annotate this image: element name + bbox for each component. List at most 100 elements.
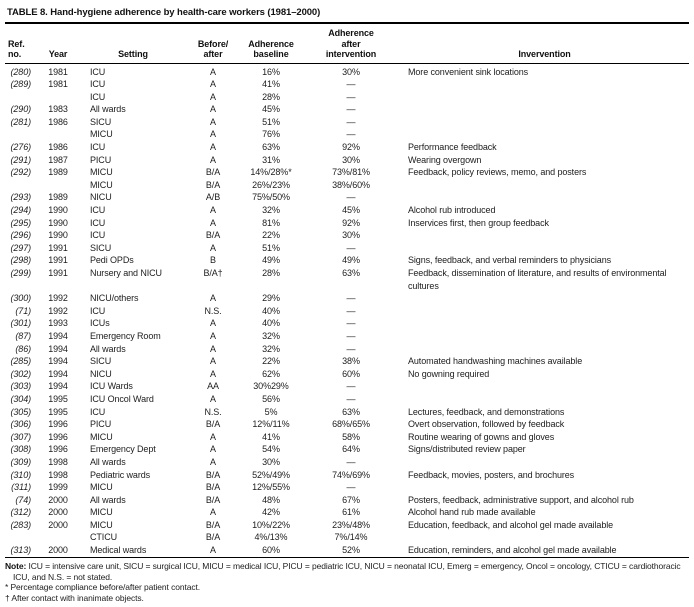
cell-adherence-after-intervention: — [346,305,356,316]
cell-adherence-after-intervention: 63% [342,268,360,278]
cell-year: 2000 [48,519,68,530]
cell-year: 1996 [48,444,68,455]
cell-year: 1981 [48,66,68,77]
col-header-intervention: Invervention [400,24,689,64]
cell-adherence-baseline: 32% [262,330,280,341]
hand-hygiene-table: Ref. no. Year Setting Before/ after Adhe… [5,24,689,558]
cell-year: 1998 [48,469,68,480]
cell-adherence-after-intervention: 58% [342,431,360,442]
cell-intervention: Lectures, feedback, and demonstrations [408,406,565,417]
cell-ref-no: (87) [15,330,31,341]
cell-ref-no [5,91,36,104]
cell-setting: All wards [90,343,126,354]
cell-intervention [400,305,689,318]
cell-before-after: A [210,507,216,518]
table-footer: Note: ICU = intensive care unit, SICU = … [5,558,689,605]
cell-before-after: A [210,142,216,153]
cell-adherence-after-intervention: 30% [342,66,360,77]
cell-adherence-after-intervention: — [346,116,356,127]
cell-adherence-after-intervention: 67% [342,494,360,505]
cell-year: 1994 [48,381,68,392]
cell-before-after: B/A [205,179,221,190]
cell-adherence-after-intervention: — [346,393,356,404]
cell-before-after: A [210,393,216,404]
cell-adherence-after-intervention: 63% [342,406,360,417]
header-row: Ref. no. Year Setting Before/ after Adhe… [5,24,689,64]
cell-ref-no: (289) [10,79,31,90]
cell-intervention: Alcohol rub introduced [408,205,496,216]
table-row: (308) 1996 Emergency Dept A 54% 64% Sign… [5,443,689,456]
cell-ref-no: (295) [10,217,31,228]
cell-before-after: B/A [205,532,221,543]
cell-intervention [400,116,689,129]
cell-intervention: Wearing overgown [408,154,482,165]
table-row: (281) 1986 SICU A 51% — [5,116,689,129]
cell-intervention [400,456,689,469]
cell-year: 1994 [48,330,68,341]
cell-intervention [400,91,689,104]
cell-adherence-baseline: 51% [262,242,280,253]
table-row: (276) 1986 ICU A 63% 92% Performance fee… [5,141,689,154]
cell-adherence-baseline: 52%/49% [252,469,290,480]
cell-setting: MICU [90,431,113,442]
cell-year: 1992 [48,305,68,316]
table-row: (312) 2000 MICU A 42% 61% Alcohol hand r… [5,506,689,519]
cell-setting: ICU [90,230,106,241]
cell-adherence-after-intervention: 23%/48% [332,519,370,530]
note-line: Note: ICU = intensive care unit, SICU = … [5,561,689,583]
cell-adherence-baseline: 32% [262,343,280,354]
cell-adherence-after-intervention: 38% [342,356,360,367]
cell-adherence-baseline: 56% [262,393,280,404]
cell-setting: All wards [90,456,126,467]
cell-before-after: N.S. [204,406,222,417]
cell-setting: ICU [90,66,106,77]
cell-adherence-after-intervention: — [346,79,356,90]
cell-ref-no: (310) [10,469,31,480]
cell-setting: NICU [90,368,112,379]
table-row: (313) 2000 Medical wards A 60% 52% Educa… [5,544,689,557]
cell-adherence-baseline: 32% [262,205,280,216]
table-row: (293) 1989 NICU A/B 75%/50% — [5,191,689,204]
footnote-dagger: † After contact with inanimate objects. [5,593,144,604]
cell-adherence-baseline: 10%/22% [252,519,290,530]
cell-year [36,128,80,141]
cell-ref-no: (276) [10,142,31,153]
table-row: (294) 1990 ICU A 32% 45% Alcohol rub int… [5,204,689,217]
cell-ref-no: (293) [10,192,31,203]
table-row: (295) 1990 ICU A 81% 92% Inservices firs… [5,217,689,230]
cell-before-after: A [210,116,216,127]
cell-year: 1989 [48,167,68,178]
cell-before-after: A [210,356,216,367]
cell-before-after: A [210,79,216,90]
cell-ref-no: (291) [10,154,31,165]
table-row: (303) 1994 ICU Wards AA 30%29% — [5,380,689,393]
cell-before-after: B [210,255,216,266]
cell-year: 1993 [48,318,68,329]
cell-setting: All wards [90,494,126,505]
cell-setting: MICU [90,129,113,140]
cell-ref-no: (305) [10,406,31,417]
cell-intervention: Feedback, policy reviews, memo, and post… [408,167,587,178]
table-row: (301) 1993 ICUs A 40% — [5,317,689,330]
cell-before-after: A [210,154,216,165]
cell-intervention [400,229,689,242]
table-row: (299) 1991 Nursery and NICU B/A† 28% 63%… [5,267,689,292]
cell-setting: Nursery and NICU [90,268,162,278]
cell-before-after: A [210,444,216,455]
col-header-adherence-baseline: Adherence baseline [240,24,302,64]
cell-setting: All wards [90,104,126,115]
cell-setting: NICU [90,192,112,203]
cell-ref-no: (280) [10,66,31,77]
cell-ref-no: (281) [10,116,31,127]
cell-adherence-baseline: 4%/13% [254,532,288,543]
cell-adherence-baseline: 14%/28%* [250,167,292,178]
cell-adherence-after-intervention: 73%/81% [332,167,370,178]
cell-adherence-after-intervention: 7%/14% [334,532,368,543]
cell-intervention [400,330,689,343]
col-header-adherence-after-intervention: Adherence after intervention [302,24,400,64]
cell-intervention [400,103,689,116]
cell-intervention [400,191,689,204]
cell-adherence-baseline: 51% [262,116,280,127]
cell-setting: Emergency Dept [90,444,156,455]
cell-setting: SICU [90,116,112,127]
